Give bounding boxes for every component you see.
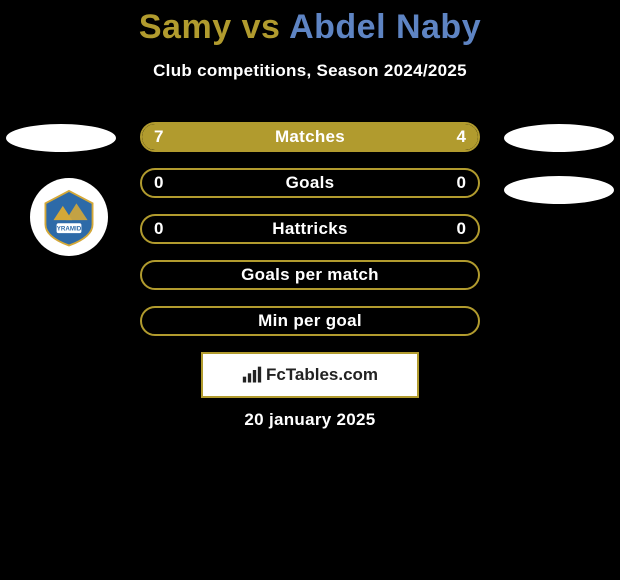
stat-row: Matches7 4 xyxy=(140,122,480,152)
stat-row: Goals0 0 xyxy=(140,168,480,198)
stat-label: Goals per match xyxy=(142,265,478,285)
brand-box[interactable]: FcTables.com xyxy=(201,352,419,398)
stat-row: Min per goal xyxy=(140,306,480,336)
player1-photo-placeholder xyxy=(6,124,116,152)
stat-row: Goals per match xyxy=(140,260,480,290)
stat-value-left: 0 xyxy=(154,173,163,193)
player2-name: Abdel Naby xyxy=(289,8,481,46)
stat-value-right: 4 xyxy=(457,127,466,147)
stat-label: Matches xyxy=(142,127,478,147)
subtitle: Club competitions, Season 2024/2025 xyxy=(0,61,620,81)
stat-value-right: 0 xyxy=(457,173,466,193)
date-text: 20 january 2025 xyxy=(0,410,620,430)
stat-value-right: 0 xyxy=(457,219,466,239)
stat-label: Hattricks xyxy=(142,219,478,239)
stat-label: Goals xyxy=(142,173,478,193)
brand-label: FcTables.com xyxy=(266,365,378,385)
player1-club-badge: PYRAMIDS xyxy=(30,178,108,256)
stat-label: Min per goal xyxy=(142,311,478,331)
svg-text:PYRAMIDS: PYRAMIDS xyxy=(53,226,86,233)
player2-photo-placeholder xyxy=(504,124,614,152)
comparison-title: Samy vs Abdel Naby xyxy=(0,8,620,47)
bar-chart-icon xyxy=(242,366,262,384)
vs-text: vs xyxy=(242,8,281,46)
header: Samy vs Abdel Naby Club competitions, Se… xyxy=(0,0,620,81)
stat-value-left: 7 xyxy=(154,127,163,147)
player1-name: Samy xyxy=(139,8,232,46)
pyramids-badge-icon: PYRAMIDS xyxy=(38,186,100,248)
player2-club-placeholder xyxy=(504,176,614,204)
stat-value-left: 0 xyxy=(154,219,163,239)
stats-chart: Matches74Goals00Hattricks00Goals per mat… xyxy=(140,122,480,352)
stat-row: Hattricks0 0 xyxy=(140,214,480,244)
